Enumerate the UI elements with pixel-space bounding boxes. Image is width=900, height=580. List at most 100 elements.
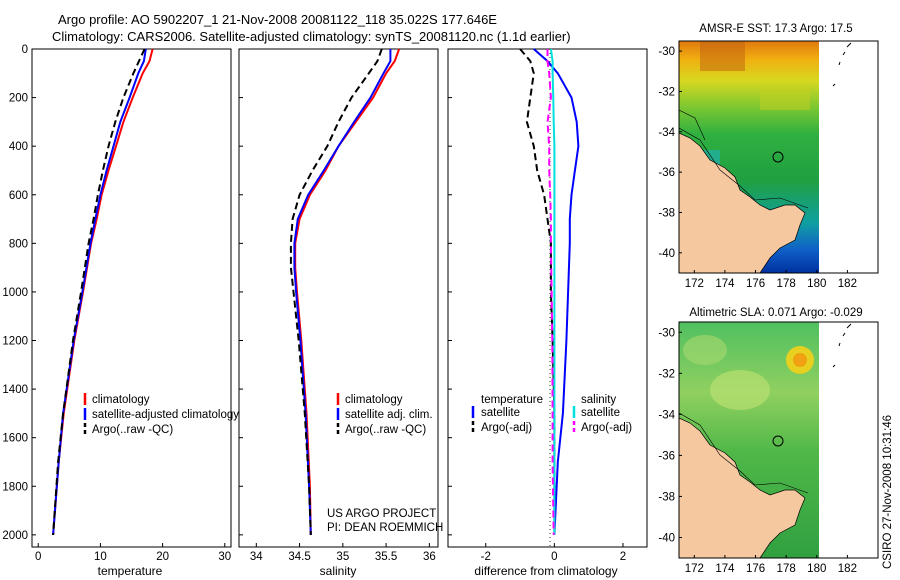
series-argo-raw-qc [289,48,383,535]
footer-stamp: CSIRO 27-Nov-2008 10:31:46 [882,415,894,569]
difference-tick-labels: -2 0 2 [448,48,626,563]
xtick-label: 0 [551,551,557,563]
map-lon-label: 178 [777,278,796,290]
map-lat-label: -36 [658,167,675,179]
xtick-label: 34.5 [288,551,310,563]
xtick-label: 36 [423,551,436,563]
legend-label-satellite: satellite-adjusted climatology [92,409,239,421]
diff-legend-t-satellite: satellite [481,407,520,419]
salinity-legend: climatology satellite adj. clim. Argo(..… [336,393,433,436]
salinity-xlabel: salinity [320,564,357,578]
ytick-label: 1800 [2,481,28,493]
map-lon-label: 174 [715,563,735,575]
diff-legend-s-argo: Argo(-adj) [581,422,632,434]
legend-label-climatology: climatology [92,394,150,406]
legend-title-temperature: temperature [481,394,543,406]
temperature-series [52,48,154,535]
map-lat-label: -40 [658,532,675,544]
sst-land-north-island [679,132,806,273]
map-lon-label: 180 [807,563,826,575]
map-lat-label: -38 [658,207,675,219]
salinity-series [289,48,401,535]
series-salinity-argo-adj [546,49,555,535]
map-lon-label: 176 [746,563,765,575]
temperature-tick-labels: 0 10 20 30 [35,543,231,563]
series-temperature-argo-adj [519,48,556,535]
legend-title-salinity: salinity [581,394,616,406]
xtick-label: 30 [218,551,231,563]
map-lon-label: 174 [715,278,735,290]
ytick-label: 1400 [2,384,28,396]
xtick-label: -2 [481,551,491,563]
temperature-xlabel: temperature [98,564,163,578]
sla-map-ticks: 172 174 176 178 180 182 -30 -32 -34 -36 -38 -40 [658,327,857,575]
series-satellite-adj-clim [293,49,392,535]
sal-legend-climatology: climatology [345,394,403,406]
sal-legend-argo: Argo(..raw -QC) [345,424,426,436]
map-lon-label: 172 [685,278,704,290]
map-lat-label: -34 [658,409,675,421]
map-lon-label: 172 [685,563,704,575]
ytick-label: 0 [22,44,28,56]
diff-legend-s-satellite: satellite [581,407,620,419]
map-lat-label: -36 [658,450,675,462]
sla-map-image [679,322,819,558]
sst-map-frame [678,40,879,274]
sst-map-ticks: 172 174 176 178 180 182 -30 -32 -34 -36 -38 -40 [658,46,857,290]
difference-legend: temperature salinity satellite Argo(-adj… [471,394,632,434]
depth-tick-labels: 0 200 400 600 800 1000 1200 1400 1600 1800 2000 [2,44,36,542]
map-lat-label: -32 [658,86,675,98]
ytick-label: 400 [9,141,28,153]
sla-land-north-island [679,417,806,558]
pi-label: PI: DEAN ROEMMICH [327,522,443,534]
difference-series [519,48,580,535]
difference-xlabel: difference from climatology [474,564,617,578]
map-lat-label: -38 [658,491,675,503]
salinity-axes-box [238,48,439,548]
difference-axes-box [447,48,648,548]
ytick-label: 1600 [2,433,28,445]
diff-legend-t-argo: Argo(-adj) [481,422,532,434]
sst-map-image [679,41,819,273]
xtick-label: 10 [94,551,107,563]
map-lon-label: 182 [838,563,857,575]
map-lat-label: -30 [658,327,675,339]
sal-legend-satellite: satellite adj. clim. [345,409,433,421]
salinity-tick-labels: 34 34.5 35 35.5 36 [239,48,436,563]
ytick-label: 200 [9,93,28,105]
xtick-label: 34 [250,551,263,563]
map-lon-label: 178 [777,563,796,575]
project-label: US ARGO PROJECT [327,508,436,520]
ytick-label: 1000 [2,287,28,299]
map-lon-label: 182 [838,278,857,290]
sla-map-frame [678,321,879,559]
series-temperature-satellite [533,48,580,535]
sst-float-marker [772,151,784,163]
map-lat-label: -34 [658,127,675,139]
map-lon-label: 176 [746,278,765,290]
map-lat-label: -30 [658,46,675,58]
ytick-label: 1200 [2,336,28,348]
map-lon-label: 180 [807,278,826,290]
temperature-legend: climatology satellite-adjusted climatolo… [83,393,239,436]
series-satellite-adjusted-climatology [52,48,147,535]
series-climatology [52,48,154,535]
series-salinity-satellite [549,48,556,535]
sst-islands [832,42,852,87]
xtick-label: 35 [336,551,349,563]
title-line-2: Climatology: CARS2006. Satellite-adjuste… [52,29,571,44]
ytick-label: 2000 [2,530,28,542]
sla-map-title: Altimetric SLA: 0.071 Argo: -0.029 [689,307,862,319]
xtick-label: 0 [35,551,41,563]
series-argo-raw-qc [52,48,146,535]
sla-islands [832,323,852,368]
temperature-axes-box [31,48,232,548]
sla-float-marker [772,435,784,447]
xtick-label: 2 [620,551,626,563]
xtick-label: 35.5 [375,551,397,563]
ytick-label: 800 [9,238,28,250]
ytick-label: 600 [9,190,28,202]
map-lat-label: -40 [658,248,675,260]
sst-map-title: AMSR-E SST: 17.3 Argo: 17.5 [699,23,852,35]
